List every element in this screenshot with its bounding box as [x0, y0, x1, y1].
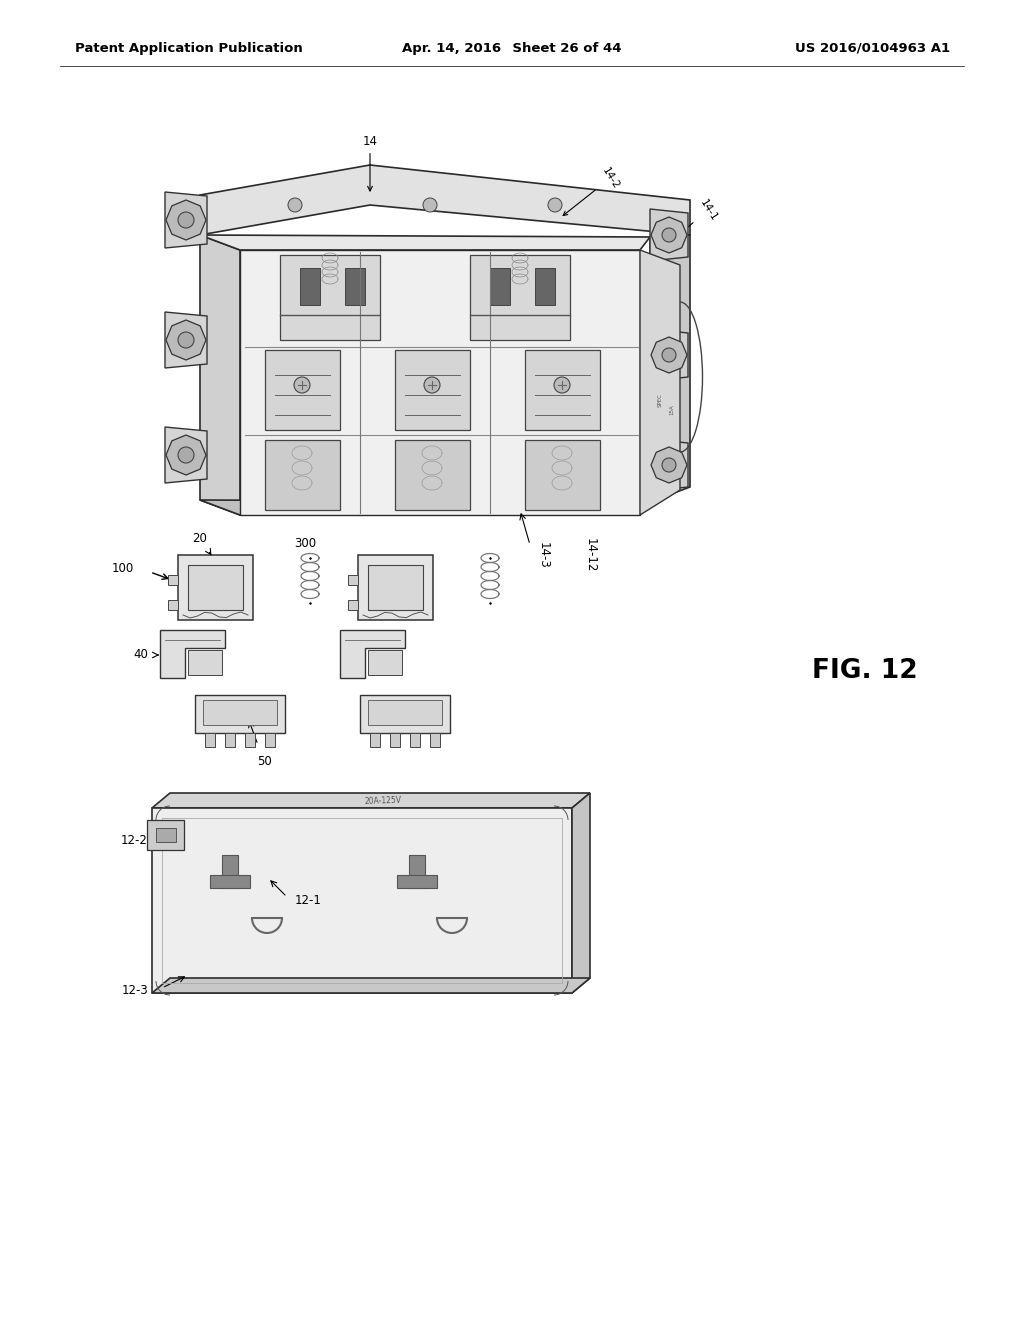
Polygon shape: [166, 319, 206, 360]
Polygon shape: [156, 828, 176, 842]
Polygon shape: [200, 500, 650, 515]
Polygon shape: [360, 696, 450, 733]
Polygon shape: [168, 576, 178, 585]
Circle shape: [554, 378, 570, 393]
Polygon shape: [200, 235, 650, 249]
Text: Patent Application Publication: Patent Application Publication: [75, 42, 303, 54]
Polygon shape: [651, 216, 687, 253]
Circle shape: [662, 458, 676, 473]
Polygon shape: [358, 554, 433, 620]
Polygon shape: [165, 426, 207, 483]
Polygon shape: [203, 700, 278, 725]
Text: 15A: 15A: [670, 405, 675, 416]
Text: 14-12: 14-12: [584, 537, 597, 572]
Text: US 2016/0104963 A1: US 2016/0104963 A1: [795, 42, 950, 54]
Polygon shape: [178, 554, 253, 620]
Polygon shape: [265, 440, 340, 510]
Polygon shape: [650, 329, 688, 381]
Polygon shape: [410, 733, 420, 747]
Polygon shape: [430, 733, 440, 747]
Circle shape: [424, 378, 440, 393]
Polygon shape: [195, 696, 285, 733]
Text: 300: 300: [294, 537, 316, 550]
Polygon shape: [395, 350, 470, 430]
Polygon shape: [222, 855, 238, 888]
Polygon shape: [650, 235, 690, 502]
Circle shape: [178, 333, 194, 348]
Text: 14-3: 14-3: [537, 541, 550, 569]
Polygon shape: [650, 209, 688, 261]
Polygon shape: [225, 733, 234, 747]
Polygon shape: [166, 436, 206, 475]
Polygon shape: [210, 875, 250, 888]
Text: FIG. 12: FIG. 12: [812, 657, 919, 684]
Polygon shape: [368, 700, 442, 725]
Polygon shape: [205, 733, 215, 747]
Circle shape: [288, 198, 302, 213]
Polygon shape: [470, 255, 570, 341]
Text: 100: 100: [112, 561, 134, 574]
Polygon shape: [168, 601, 178, 610]
Circle shape: [178, 447, 194, 463]
Polygon shape: [166, 201, 206, 240]
Circle shape: [548, 198, 562, 213]
Circle shape: [294, 378, 310, 393]
Circle shape: [423, 198, 437, 213]
Polygon shape: [651, 447, 687, 483]
Polygon shape: [265, 350, 340, 430]
Polygon shape: [390, 733, 400, 747]
Polygon shape: [165, 312, 207, 368]
Text: 14-2: 14-2: [563, 165, 621, 215]
Polygon shape: [535, 268, 555, 305]
Polygon shape: [240, 249, 640, 515]
Polygon shape: [397, 875, 437, 888]
Text: 12-2: 12-2: [121, 833, 148, 846]
Polygon shape: [188, 565, 243, 610]
Polygon shape: [160, 630, 225, 678]
Polygon shape: [147, 820, 184, 850]
Circle shape: [662, 348, 676, 362]
Text: 12-3: 12-3: [121, 983, 148, 997]
Text: Apr. 14, 2016  Sheet 26 of 44: Apr. 14, 2016 Sheet 26 of 44: [402, 42, 622, 54]
Polygon shape: [525, 440, 600, 510]
Polygon shape: [640, 249, 680, 515]
Polygon shape: [345, 268, 365, 305]
Polygon shape: [525, 350, 600, 430]
Polygon shape: [490, 268, 510, 305]
Text: 14-1: 14-1: [664, 197, 719, 247]
Polygon shape: [370, 733, 380, 747]
Polygon shape: [300, 268, 319, 305]
Polygon shape: [340, 630, 406, 678]
Polygon shape: [200, 165, 690, 235]
Polygon shape: [651, 337, 687, 374]
Polygon shape: [572, 793, 590, 993]
Polygon shape: [152, 978, 590, 993]
Circle shape: [662, 228, 676, 242]
Text: 14: 14: [362, 135, 378, 191]
Polygon shape: [152, 793, 590, 808]
Text: 20A-125V: 20A-125V: [365, 796, 401, 807]
Polygon shape: [368, 565, 423, 610]
Polygon shape: [409, 855, 425, 888]
Text: 40: 40: [133, 648, 148, 661]
Polygon shape: [280, 255, 380, 341]
Circle shape: [178, 213, 194, 228]
Text: 20: 20: [193, 532, 208, 545]
Polygon shape: [245, 733, 255, 747]
Polygon shape: [395, 440, 470, 510]
Text: SPEC: SPEC: [657, 393, 663, 407]
Polygon shape: [348, 601, 358, 610]
Polygon shape: [348, 576, 358, 585]
Polygon shape: [650, 440, 688, 491]
Text: 12-1: 12-1: [295, 894, 322, 907]
Polygon shape: [165, 191, 207, 248]
Polygon shape: [265, 733, 275, 747]
Text: 50: 50: [258, 755, 272, 768]
Polygon shape: [368, 649, 402, 675]
Polygon shape: [188, 649, 222, 675]
Polygon shape: [152, 808, 572, 993]
Polygon shape: [200, 235, 240, 515]
